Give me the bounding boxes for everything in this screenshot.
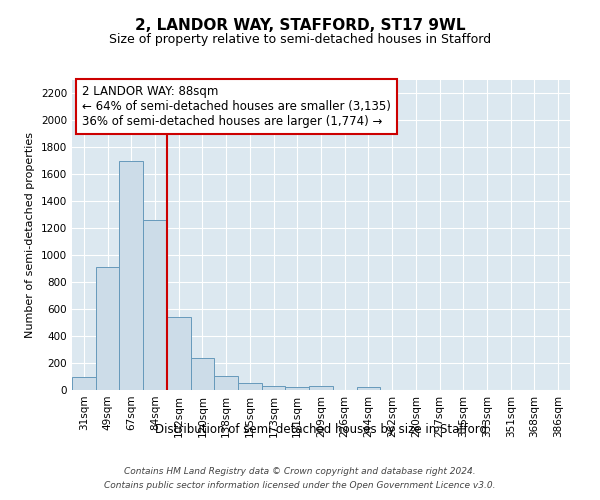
Y-axis label: Number of semi-detached properties: Number of semi-detached properties bbox=[25, 132, 35, 338]
Bar bbox=[119, 161, 143, 390]
Bar bbox=[96, 268, 119, 390]
Text: Contains HM Land Registry data © Crown copyright and database right 2024.: Contains HM Land Registry data © Crown c… bbox=[124, 468, 476, 476]
Text: Contains public sector information licensed under the Open Government Licence v3: Contains public sector information licen… bbox=[104, 481, 496, 490]
Bar bbox=[167, 317, 191, 390]
Bar bbox=[356, 388, 380, 390]
Bar bbox=[191, 358, 214, 390]
Bar bbox=[309, 386, 333, 390]
Text: 2, LANDOR WAY, STAFFORD, ST17 9WL: 2, LANDOR WAY, STAFFORD, ST17 9WL bbox=[135, 18, 465, 32]
Bar bbox=[286, 388, 309, 390]
Bar bbox=[238, 384, 262, 390]
Bar bbox=[72, 377, 96, 390]
Text: Size of property relative to semi-detached houses in Stafford: Size of property relative to semi-detach… bbox=[109, 32, 491, 46]
Bar bbox=[143, 220, 167, 390]
Text: Distribution of semi-detached houses by size in Stafford: Distribution of semi-detached houses by … bbox=[155, 422, 487, 436]
Bar bbox=[214, 376, 238, 390]
Bar bbox=[262, 386, 286, 390]
Text: 2 LANDOR WAY: 88sqm
← 64% of semi-detached houses are smaller (3,135)
36% of sem: 2 LANDOR WAY: 88sqm ← 64% of semi-detach… bbox=[82, 84, 391, 128]
